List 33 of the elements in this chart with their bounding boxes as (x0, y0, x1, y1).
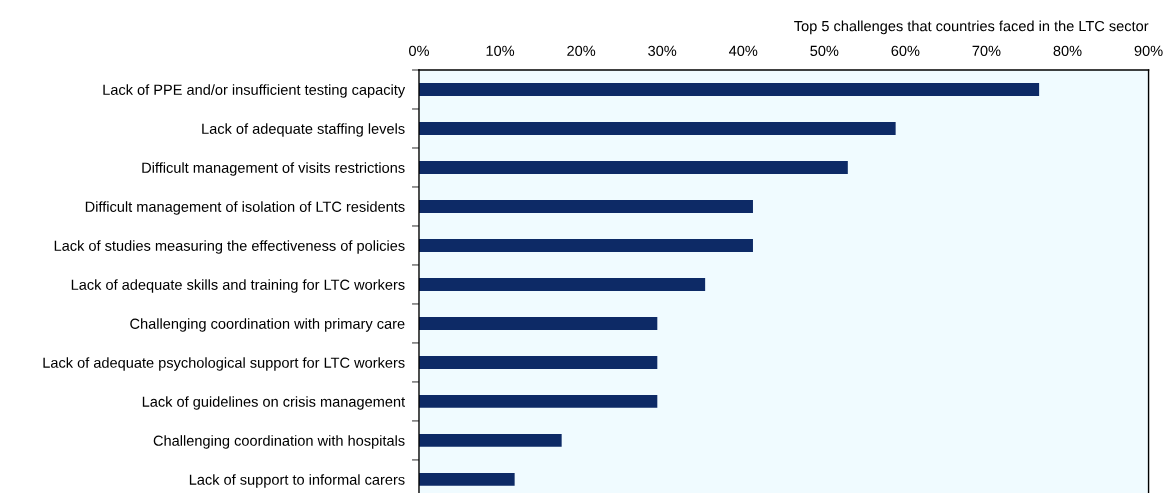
bar (418, 200, 753, 213)
y-tick-label: Difficult management of isolation of LTC residents (85, 201, 405, 215)
y-tick-label: Lack of studies measuring the effectiveness of policies (54, 240, 405, 254)
x-tick-label: 90% (1134, 45, 1163, 57)
y-tick-label: Lack of guidelines on crisis management (142, 396, 406, 410)
bar (418, 161, 848, 174)
chart-title: Top 5 challenges that countries faced in the LTC sector (794, 20, 1149, 35)
x-tick-label: 50% (810, 45, 839, 57)
x-tick-label: 10% (486, 45, 515, 57)
y-tick-label: Lack of adequate staffing levels (202, 123, 405, 137)
x-tick-label: 0% (409, 45, 430, 57)
x-tick-label: 80% (1053, 45, 1082, 57)
y-tick-label: Challenging coordination with hospitals (153, 435, 405, 449)
bar (418, 317, 658, 330)
y-tick-label: Lack of adequate psychological support for LTC workers (43, 357, 405, 371)
y-tick-label: Difficult management of visits restrictions (142, 162, 405, 176)
y-tick-label: Lack of PPE and/or insufficient testing capacity (103, 84, 406, 98)
bar (418, 239, 753, 252)
x-tick-label: 20% (567, 45, 596, 57)
bar (418, 433, 562, 447)
bar (418, 395, 658, 408)
y-tick-label: Challenging coordination with primary care (130, 318, 405, 332)
bar (418, 472, 515, 486)
x-tick-label: 40% (728, 45, 758, 57)
y-tick-label: Lack of support to informal carers (189, 474, 405, 488)
x-tick-label: 70% (972, 45, 1001, 57)
bar (418, 356, 658, 369)
bar (418, 278, 706, 291)
bar (418, 83, 1040, 96)
x-tick-label: 60% (891, 45, 920, 57)
x-tick-label: 30% (648, 45, 677, 57)
bar (418, 122, 896, 135)
y-tick-label: Lack of adequate skills and training for LTC workers (71, 279, 405, 293)
